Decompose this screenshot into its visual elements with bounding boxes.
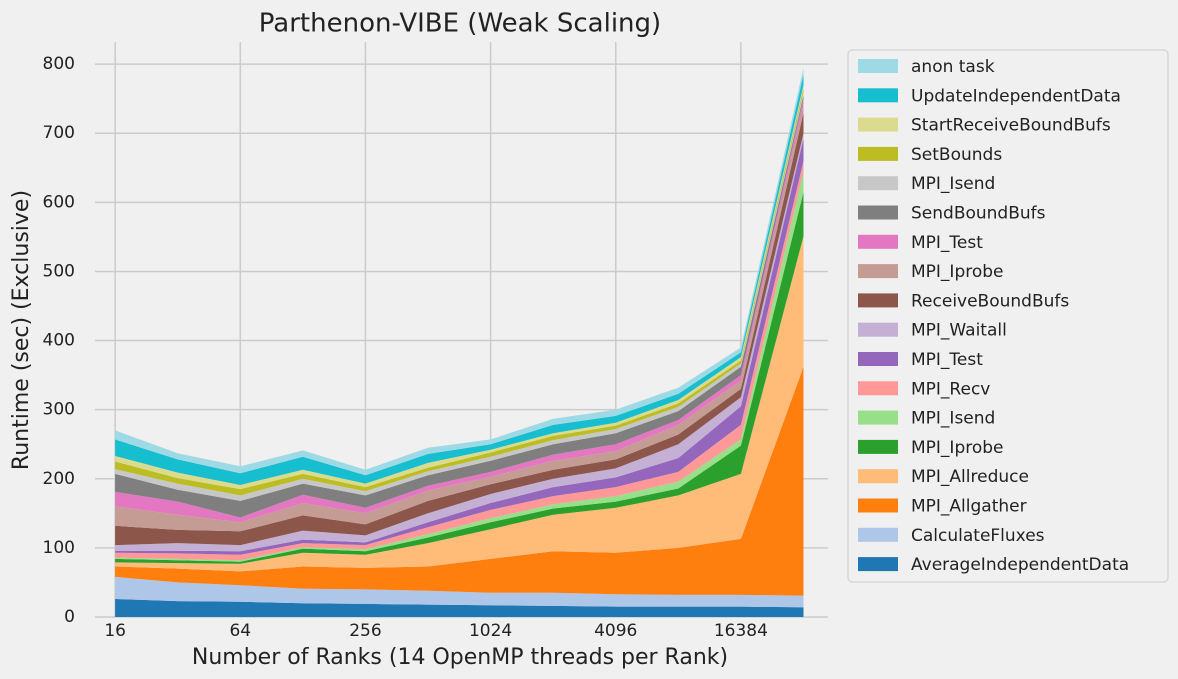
legend-swatch bbox=[858, 352, 898, 366]
area bbox=[115, 366, 804, 596]
x-axis-label: Number of Ranks (14 OpenMP threads per R… bbox=[192, 645, 728, 670]
x-tick-label: 16384 bbox=[714, 621, 768, 641]
legend: anon task UpdateIndependentData StartRecei… bbox=[847, 49, 1169, 583]
legend-swatch bbox=[858, 322, 898, 337]
legend-box bbox=[847, 49, 1169, 583]
legend-swatch bbox=[858, 146, 898, 161]
y-tick-label: 500 bbox=[43, 261, 75, 281]
legend-swatch bbox=[858, 117, 898, 132]
areas bbox=[115, 67, 804, 617]
y-tick-label: 200 bbox=[43, 469, 75, 489]
legend-label: MPI_Allreduce bbox=[911, 467, 1029, 487]
legend-swatch bbox=[858, 557, 898, 572]
x-tick-label: 64 bbox=[229, 621, 251, 641]
y-tick-label: 700 bbox=[43, 123, 75, 143]
x-tick-label: 16 bbox=[104, 621, 126, 641]
legend-swatch bbox=[858, 410, 898, 425]
y-tick-label: 600 bbox=[43, 192, 75, 212]
legend-swatch bbox=[858, 264, 898, 279]
legend-swatch bbox=[858, 234, 898, 249]
y-tick-label: 100 bbox=[43, 538, 75, 558]
chart-title: Parthenon-VIBE (Weak Scaling) bbox=[259, 9, 661, 39]
x-tick-label: 256 bbox=[349, 621, 381, 641]
x-tick-label: 4096 bbox=[594, 621, 637, 641]
legend-swatch bbox=[858, 439, 898, 454]
legend-swatch bbox=[858, 527, 898, 542]
area bbox=[115, 599, 804, 617]
legend-label: MPI_Iprobe bbox=[911, 262, 1004, 282]
y-axis-label: Runtime (sec) (Exclusive) bbox=[9, 190, 34, 470]
legend-label: UpdateIndependentData bbox=[911, 86, 1121, 106]
legend-swatch bbox=[858, 88, 898, 103]
legend-label: MPI_Test bbox=[911, 350, 983, 370]
legend-label: anon task bbox=[911, 57, 995, 77]
area bbox=[115, 576, 804, 608]
legend-swatch bbox=[858, 205, 898, 220]
x-tick-label: 1024 bbox=[469, 621, 512, 641]
legend-swatch bbox=[858, 381, 898, 396]
legend-swatch bbox=[858, 469, 898, 484]
area bbox=[115, 236, 804, 572]
y-tick-label: 800 bbox=[43, 54, 75, 74]
legend-label: MPI_Isend bbox=[911, 174, 995, 194]
legend-label: SetBounds bbox=[911, 145, 1002, 165]
y-tick-label: 0 bbox=[64, 607, 75, 627]
legend-swatch bbox=[858, 293, 898, 308]
legend-label: MPI_Recv bbox=[911, 379, 990, 399]
y-tick-label: 400 bbox=[43, 331, 75, 351]
legend-label: MPI_Isend bbox=[911, 409, 995, 429]
legend-label: MPI_Iprobe bbox=[911, 438, 1004, 458]
legend-swatch bbox=[858, 498, 898, 513]
legend-swatch bbox=[858, 59, 898, 73]
legend-label: MPI_Waitall bbox=[911, 321, 1007, 341]
legend-swatch bbox=[858, 176, 898, 191]
legend-label: MPI_Test bbox=[911, 233, 983, 253]
legend-label: ReceiveBoundBufs bbox=[911, 291, 1069, 311]
legend-label: CalculateFluxes bbox=[911, 526, 1045, 546]
legend-label: SendBoundBufs bbox=[911, 204, 1046, 224]
legend-label: StartReceiveBoundBufs bbox=[911, 116, 1111, 136]
legend-label: AverageIndependentData bbox=[911, 555, 1129, 575]
legend-label: MPI_Allgather bbox=[911, 497, 1027, 517]
y-tick-label: 300 bbox=[43, 400, 75, 420]
